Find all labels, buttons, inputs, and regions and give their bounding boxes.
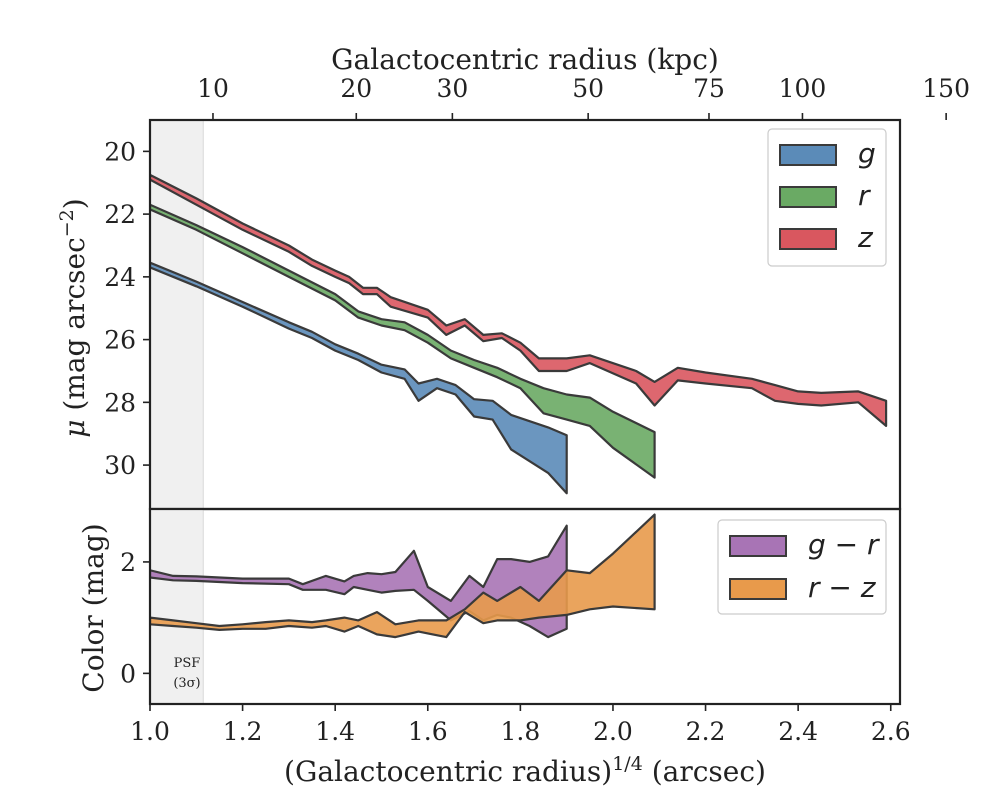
xlabel-sup: 1/4 [612, 753, 643, 775]
legend-label-g: g [858, 137, 876, 170]
y-tick-label: 26 [104, 326, 136, 355]
legend-label-r: r [858, 179, 871, 212]
x-axis-title: (Galactocentric radius)1/4 (arcsec) [284, 753, 766, 788]
legend-swatch-g [779, 144, 837, 166]
legend-swatch-g-r [729, 535, 787, 557]
top-y-axis-title: μ (mag arcsec−2) [56, 198, 91, 437]
top-tick-label: 150 [922, 74, 970, 103]
band-r [150, 203, 656, 479]
psf-shade-bottom [150, 509, 204, 704]
top-tick-label: 100 [779, 74, 827, 103]
x-tick-label: 1.0 [130, 717, 170, 746]
band-g-r [150, 524, 568, 639]
top-axis-title: Galactocentric radius (kpc) [331, 43, 719, 76]
top-tick-label: 10 [197, 74, 229, 103]
y-tick-label: 22 [104, 200, 136, 229]
x-tick-label: 2.4 [778, 717, 818, 746]
band-r-z [150, 513, 656, 639]
y-tick-label: 28 [104, 388, 136, 417]
bottom-y-axis-title: Color (mag) [77, 523, 110, 692]
top-tick-label: 75 [693, 74, 725, 103]
legend-label-z: z [857, 221, 874, 254]
top-tick-label: 20 [340, 74, 372, 103]
x-tick-label: 2.0 [593, 717, 633, 746]
ylabel-unit-sup: −2 [56, 209, 78, 237]
x-tick-label: 1.4 [315, 717, 355, 746]
y-tick-label: 30 [104, 451, 136, 480]
legend-bottom: g − r r − z [717, 519, 887, 615]
legend-swatch-z [779, 228, 837, 250]
x-tick-label: 1.6 [408, 717, 448, 746]
x-tick-label: 2.6 [871, 717, 911, 746]
y-tick-label: 0 [120, 659, 136, 688]
band-z [150, 173, 888, 427]
top-tick-label: 50 [572, 74, 604, 103]
y-ticks-bottom: 02 [120, 548, 150, 688]
psf-label-line2: (3σ) [173, 676, 200, 691]
legend-label-g-r: g − r [808, 528, 880, 561]
y-tick-label: 24 [104, 263, 136, 292]
x-tick-label: 1.8 [500, 717, 540, 746]
legend-swatch-r [779, 186, 837, 208]
surface-brightness-bands [150, 173, 888, 495]
legend-swatch-r-z [729, 578, 787, 600]
x-ticks-bottom: 1.0 1.2 1.4 1.6 1.8 2.0 2.2 2.4 2.6 [130, 704, 911, 746]
band-g [150, 261, 568, 495]
color-panel: 02 1.0 1.2 1.4 1.6 1.8 2.0 2.2 2.4 2.6 PSF (3σ) … [77, 507, 911, 788]
top-tick-label: 30 [436, 74, 468, 103]
y-tick-label: 2 [120, 548, 136, 577]
ylabel-unit-text: (mag arcsec [58, 237, 91, 419]
legend-label-r-z: r − z [808, 571, 877, 604]
mu-symbol: μ [58, 420, 91, 438]
color-bands [150, 513, 656, 639]
y-tick-label: 20 [104, 137, 136, 166]
top-axis-ticks: 1020305075100150200 [197, 74, 970, 120]
xlabel-base: (Galactocentric radius) [284, 755, 612, 788]
x-tick-label: 2.2 [686, 717, 726, 746]
psf-label-line1: PSF [174, 656, 201, 671]
ylabel-unit-close: ) [58, 198, 91, 209]
bottom-panel-frame [148, 507, 902, 706]
x-tick-label: 1.2 [223, 717, 263, 746]
xlabel-tail: (arcsec) [643, 755, 766, 788]
legend-top: grz [767, 128, 887, 267]
y-ticks-top: 20 22 24 26 28 30 [104, 137, 150, 480]
